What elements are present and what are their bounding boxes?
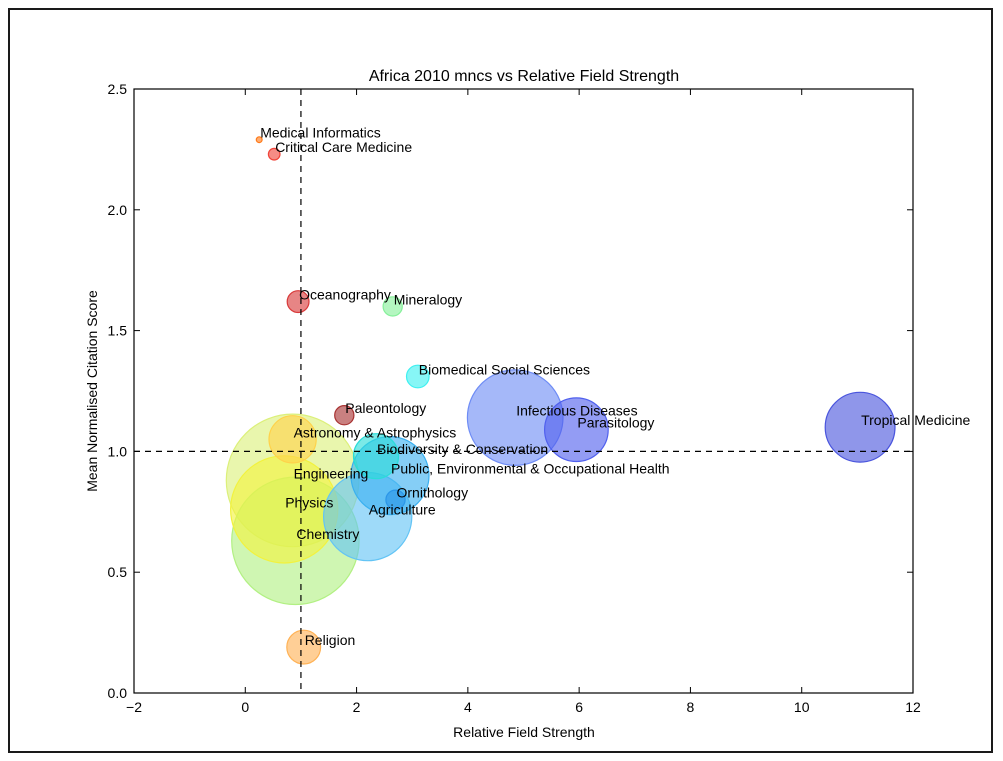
bubble-point <box>824 391 896 463</box>
point-label: Ornithology <box>397 485 469 501</box>
point-label: Religion <box>305 632 356 648</box>
point-label: Astronomy & Astrophysics <box>294 424 457 440</box>
bubble-point <box>334 405 355 426</box>
bubble-point <box>286 629 322 665</box>
x-tick-label: 4 <box>464 699 472 715</box>
bubble-point <box>405 364 430 389</box>
bubble-point <box>255 136 263 144</box>
bubble-point <box>352 433 400 480</box>
point-label: Engineering <box>294 465 369 481</box>
y-tick-label: 1.0 <box>108 443 128 459</box>
bubble-point <box>382 296 403 317</box>
y-axis-label: Mean Normalised Citation Score <box>84 290 100 492</box>
x-tick-label: 6 <box>575 699 583 715</box>
y-tick-label: 2.5 <box>108 81 128 97</box>
x-tick-label: 12 <box>905 699 921 715</box>
point-label: Biomedical Social Sciences <box>419 362 590 378</box>
bubble-point <box>286 290 310 314</box>
point-label: Parasitology <box>577 415 654 431</box>
y-tick-label: 1.5 <box>108 323 128 339</box>
y-tick-label: 0.5 <box>108 564 128 580</box>
point-label: Critical Care Medicine <box>275 139 412 155</box>
point-label: Agriculture <box>369 502 436 518</box>
point-label: Oceanography <box>299 287 391 303</box>
x-tick-label: 0 <box>241 699 249 715</box>
point-label: Mineralogy <box>394 291 462 307</box>
x-tick-label: −2 <box>126 699 142 715</box>
x-axis-label: Relative Field Strength <box>453 724 595 740</box>
point-label: Paleontology <box>345 400 426 416</box>
x-tick-label: 10 <box>794 699 810 715</box>
plot-border <box>133 88 914 694</box>
x-tick-label: 2 <box>353 699 361 715</box>
x-tick-label: 8 <box>687 699 695 715</box>
point-label: Medical Informatics <box>260 125 381 141</box>
point-label: Infectious Diseases <box>516 403 637 419</box>
chart-title: Africa 2010 mncs vs Relative Field Stren… <box>369 68 679 85</box>
point-label: Biodiversity & Conservation <box>377 441 548 457</box>
y-tick-label: 2.0 <box>108 202 128 218</box>
y-tick-label: 0.0 <box>108 685 128 701</box>
point-label: Chemistry <box>296 526 359 542</box>
bubble-point <box>385 489 406 510</box>
point-label: Physics <box>285 494 333 510</box>
point-label: Public, Environmental & Occupational Hea… <box>391 461 670 477</box>
bubble-point <box>544 397 609 463</box>
bubble-point <box>267 147 281 161</box>
point-label: Tropical Medicine <box>861 412 970 428</box>
